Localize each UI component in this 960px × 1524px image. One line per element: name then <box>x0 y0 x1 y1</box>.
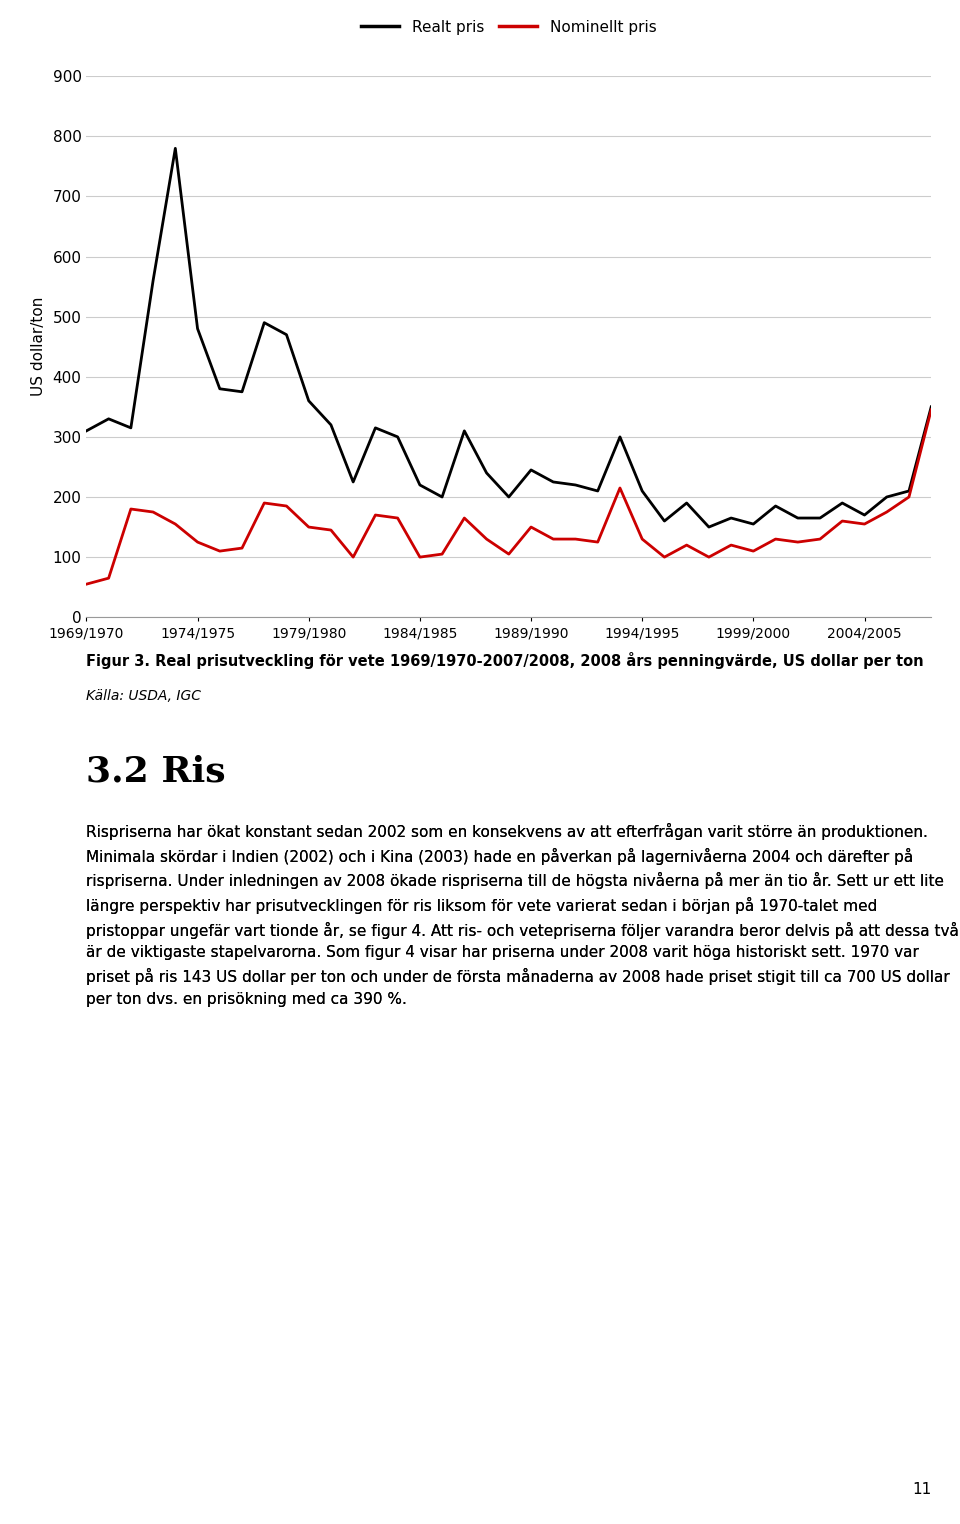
Text: Figur 3. Real prisutveckling för vete 1969/1970-2007/2008, 2008 års penningvärde: Figur 3. Real prisutveckling för vete 19… <box>86 652 924 669</box>
Legend: Realt pris, Nominellt pris: Realt pris, Nominellt pris <box>355 14 662 41</box>
Text: 3.2 Ris: 3.2 Ris <box>86 754 226 788</box>
Text: Rispriserna har ökat konstant sedan 2002 som en konsekvens av att efterfrågan va: Rispriserna har ökat konstant sedan 2002… <box>86 823 959 1007</box>
Text: 11: 11 <box>912 1481 931 1497</box>
Text: Källa: USDA, IGC: Källa: USDA, IGC <box>86 689 202 703</box>
Y-axis label: US dollar/ton: US dollar/ton <box>31 297 45 396</box>
Text: Rispriserna har ökat konstant sedan 2002 som en konsekvens av att efterfrågan va: Rispriserna har ökat konstant sedan 2002… <box>86 823 959 1007</box>
